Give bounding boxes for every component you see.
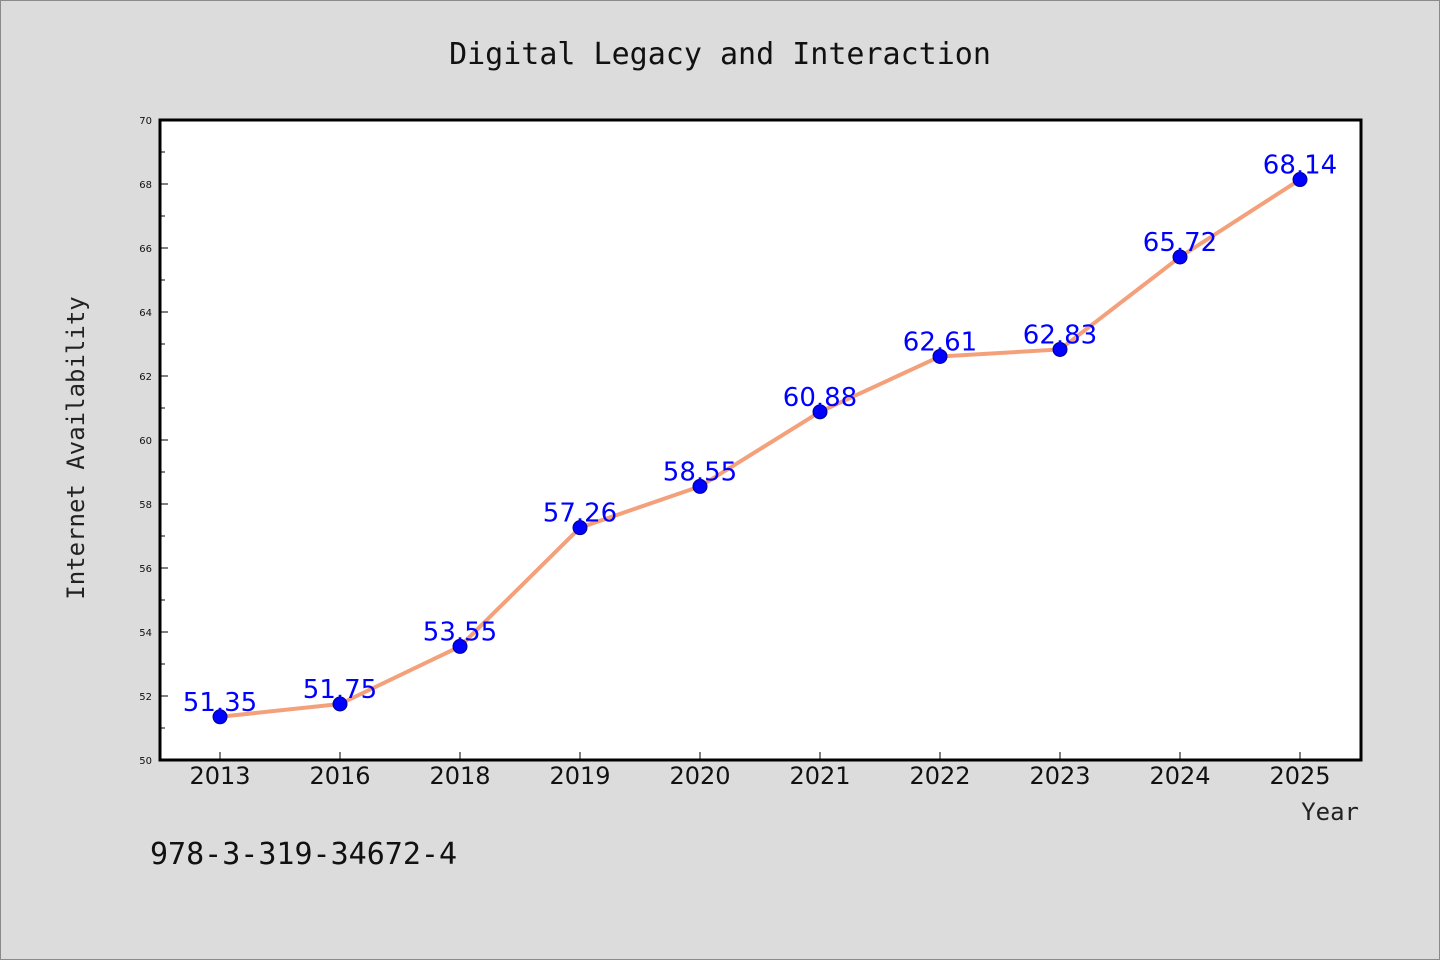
x-tick-label: 2013 <box>189 762 250 790</box>
series-line <box>219 177 1302 719</box>
x-tick-label: 2016 <box>309 762 370 790</box>
y-tick-label: 62 <box>139 372 152 383</box>
data-series: 51.35 51.75 53.55 57.26 58.55 60.88 62.61 62.83… <box>183 151 1337 725</box>
data-point-marker <box>452 638 468 654</box>
data-point-marker <box>1172 249 1188 265</box>
data-point-marker <box>692 478 708 494</box>
data-label: 57.26 <box>543 499 617 529</box>
data-point-marker <box>212 709 228 725</box>
data-point-marker <box>1292 172 1308 188</box>
y-tick-label: 58 <box>139 500 152 511</box>
x-axis-label: Year <box>1301 798 1359 826</box>
y-tick-label: 50 <box>139 756 152 767</box>
x-tick-label: 2020 <box>669 762 730 790</box>
data-point-marker <box>1052 341 1068 357</box>
data-label: 51.35 <box>183 688 257 718</box>
data-point-marker <box>812 404 828 420</box>
x-tick-label: 2021 <box>789 762 850 790</box>
y-axis: 50 52 54 56 58 60 62 64 66 68 70 <box>139 116 168 767</box>
x-tick-label: 2018 <box>429 762 490 790</box>
data-point-marker <box>572 520 588 536</box>
y-tick-label: 70 <box>139 116 152 127</box>
x-tick-label: 2022 <box>909 762 970 790</box>
x-tick-label: 2024 <box>1149 762 1210 790</box>
y-axis-label: Internet Availability <box>62 296 90 599</box>
data-label: 58.55 <box>663 457 737 487</box>
chart-title: Digital Legacy and Interaction <box>449 37 991 72</box>
data-label: 51.75 <box>303 675 377 705</box>
data-label: 65.72 <box>1143 228 1217 258</box>
data-label: 62.61 <box>903 327 977 357</box>
y-tick-label: 66 <box>139 244 152 255</box>
y-tick-label: 60 <box>139 436 152 447</box>
data-label: 62.83 <box>1023 320 1097 350</box>
y-tick-label: 68 <box>139 180 152 191</box>
x-tick-label: 2023 <box>1029 762 1090 790</box>
data-point-marker <box>332 696 348 712</box>
isbn-annotation: 978-3-319-34672-4 <box>150 837 457 872</box>
data-label: 60.88 <box>783 383 857 413</box>
y-tick-label: 54 <box>139 628 152 639</box>
x-axis: 2013 2016 2018 2019 2020 2021 2022 2023 2024 2025 <box>189 752 1331 790</box>
y-tick-label: 56 <box>139 564 152 575</box>
plot-area <box>158 118 1363 762</box>
x-tick-label: 2019 <box>549 762 610 790</box>
data-label: 53.55 <box>423 617 497 647</box>
data-point-marker <box>932 348 948 364</box>
y-tick-label: 52 <box>139 692 152 703</box>
x-tick-label: 2025 <box>1269 762 1330 790</box>
data-label: 68.14 <box>1263 151 1337 181</box>
y-tick-label: 64 <box>139 308 152 319</box>
